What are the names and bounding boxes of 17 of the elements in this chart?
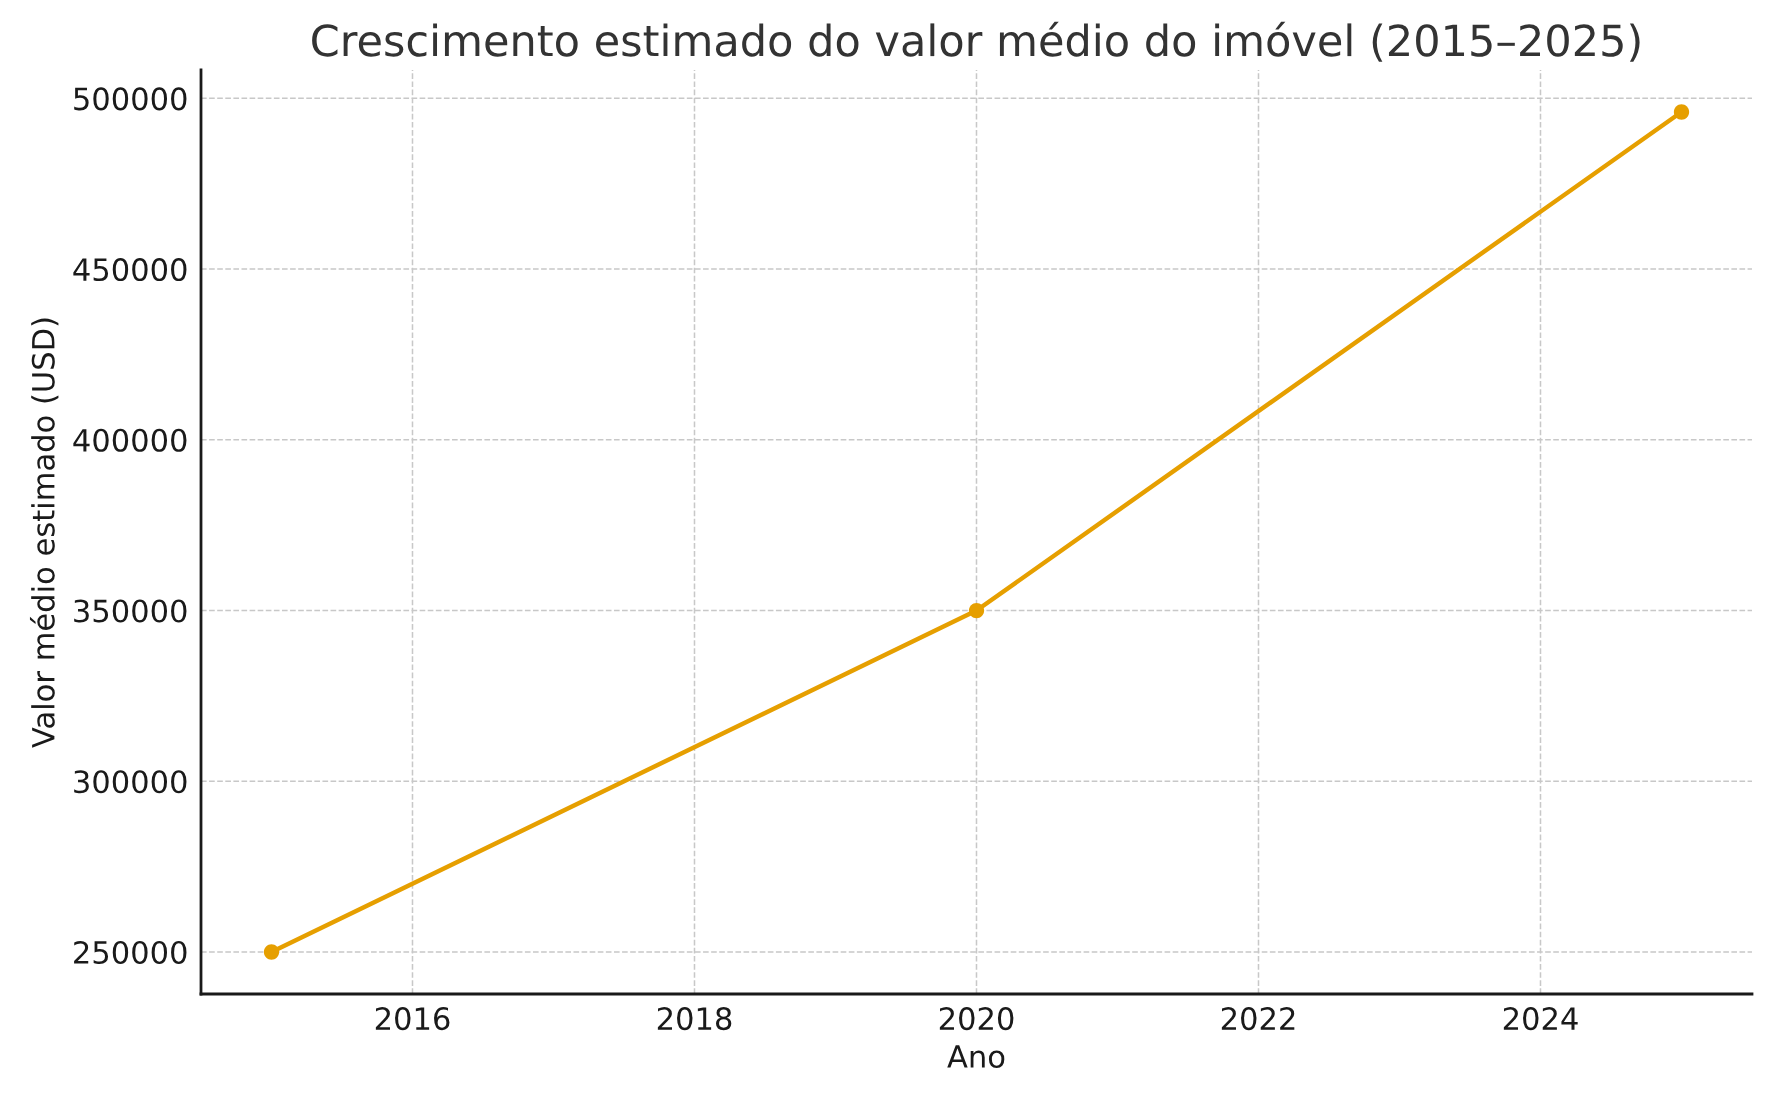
y-tick-label: 500000 <box>74 87 187 111</box>
x-tick-label: 2016 <box>375 1007 450 1031</box>
y-axis-title: Valor médio estimado (USD) <box>29 318 59 748</box>
point <box>968 602 985 619</box>
y-tick-label: 400000 <box>73 428 187 452</box>
y-tick-label: 350000 <box>74 599 187 623</box>
y-tick-label: 300000 <box>74 770 187 794</box>
chart-title: Crescimento estimado do valor médio do imóvel (2015–2025) <box>312 21 1640 62</box>
y-tick-label: 450000 <box>73 258 187 282</box>
x-tick-label: 2020 <box>939 1007 1014 1031</box>
x-axis-title: Ano <box>947 1045 1005 1069</box>
x-tick-label: 2018 <box>657 1007 732 1031</box>
point <box>1673 104 1690 120</box>
x-tick-label: 2022 <box>1221 1007 1295 1031</box>
x-tick-label: 2024 <box>1503 1007 1578 1031</box>
y-tick-label: 250000 <box>74 940 187 965</box>
point <box>263 944 280 960</box>
